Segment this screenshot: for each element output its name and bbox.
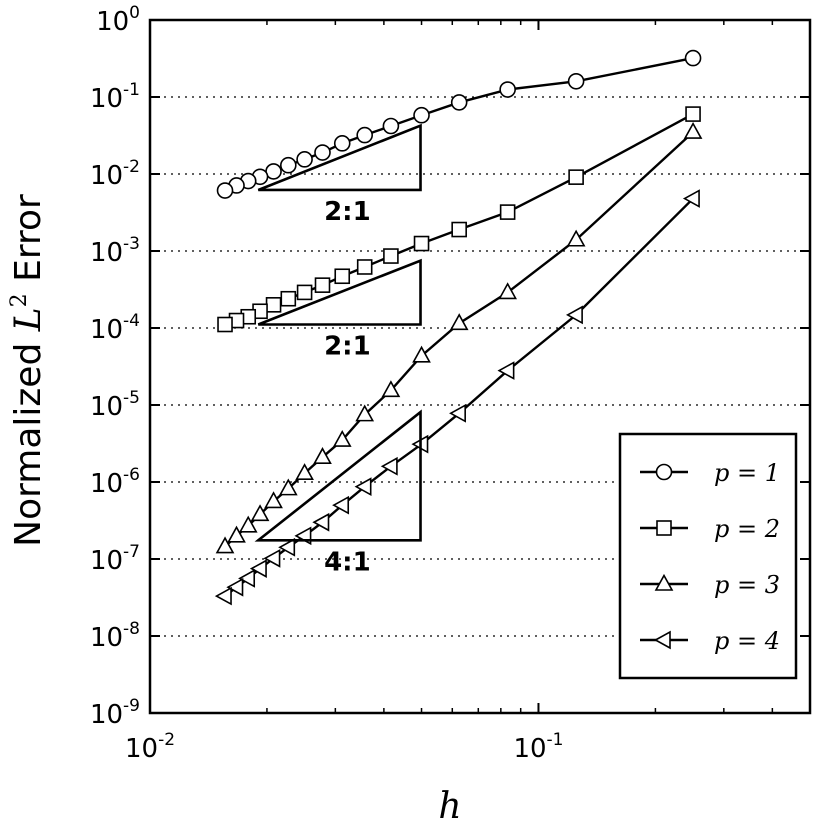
y-axis-label: Normalized L2 Error [7,194,49,547]
point-p2-1 [568,169,584,185]
point-p3-0 [683,121,703,139]
point-p1-6 [356,126,373,144]
point-p2-7 [334,268,351,285]
point-p1-8 [314,144,331,161]
x-tick-label-1: 10-1 [513,730,563,764]
point-p1-7 [333,135,351,152]
point-p4-6 [354,477,372,497]
point-p2-15 [217,316,233,333]
point-p1-5 [382,117,400,135]
y-tick-label-2: 10-2 [90,157,140,191]
series-p3 [215,121,703,554]
x-tick-label-0: 10-2 [125,730,175,764]
point-p4-1 [565,305,583,325]
y-tick-label-3: 10-3 [90,234,140,268]
y-tick-label-1: 10-1 [90,80,140,114]
y-tick-label-8: 10-8 [90,619,140,653]
point-p4-8 [312,512,330,532]
series-p2 [217,106,701,333]
point-p3-15 [215,536,235,554]
point-p4-10 [278,537,296,557]
point-p3-9 [295,463,314,481]
legend-label-p3: p = 3 [714,571,780,599]
series-p1 [216,49,702,199]
axis-ticks: 10010-110-210-310-410-510-610-710-810-91… [90,3,811,764]
legend-item-p4: p = 4 [640,627,780,655]
slope-label-1: 2:1 [324,332,371,362]
point-p2-8 [314,277,331,293]
point-p4-0 [682,189,700,208]
y-tick-label-5: 10-5 [90,388,140,422]
legend-label-p4: p = 4 [714,627,780,655]
slope-triangles: 2:1 2:1 4:1 [254,123,422,577]
point-p2-0 [685,106,701,122]
point-p2-5 [383,248,399,264]
y-tick-label-4: 10-4 [90,311,140,345]
point-p3-7 [332,429,352,447]
point-p3-11 [264,491,283,509]
point-p3-1 [566,229,586,247]
point-p1-2 [499,81,516,98]
point-p3-5 [381,380,401,398]
point-p4-15 [214,586,232,606]
point-p3-8 [313,447,332,464]
legend-marker-p3 [654,573,674,591]
series-line-p1 [224,56,694,192]
slope-triangle-1 [257,258,422,326]
point-p4-2 [497,361,515,380]
slope-triangle-2 [254,409,422,542]
point-p4-11 [263,548,281,568]
point-p3-13 [238,515,258,533]
point-p4-3 [449,403,466,423]
point-p3-6 [355,404,375,422]
point-p2-3 [451,221,467,238]
point-p2-11 [265,297,282,313]
legend-marker-p2 [656,520,672,536]
point-p1-1 [567,72,585,90]
legend-marker-p4 [653,630,671,650]
legend-label-p1: p = 1 [714,459,780,487]
point-p3-3 [449,313,469,331]
legend-item-p3: p = 3 [640,571,780,599]
point-p3-14 [227,525,246,543]
point-p3-10 [278,478,298,496]
point-p1-10 [280,156,297,174]
point-p2-10 [280,290,297,307]
point-p1-0 [684,49,702,67]
y-tick-label-6: 10-6 [90,465,140,499]
point-p2-9 [296,284,313,301]
point-p1-9 [296,151,313,168]
point-p3-2 [498,282,517,300]
point-p1-4 [413,106,430,124]
slope-label-0: 2:1 [324,197,371,227]
point-p2-2 [499,204,516,220]
point-p2-6 [356,259,373,275]
point-p4-13 [238,569,256,588]
legend-item-p1: p = 1 [640,459,780,487]
point-p4-12 [249,559,267,578]
point-p1-15 [216,182,234,199]
y-tick-label-9: 10-9 [90,696,140,730]
point-p3-4 [412,345,431,363]
point-p4-5 [380,456,398,476]
point-p4-7 [332,495,350,515]
point-p1-3 [450,94,468,111]
point-p2-4 [413,235,430,252]
point-p3-12 [250,504,270,522]
legend-item-p2: p = 2 [640,515,780,543]
y-tick-label-7: 10-7 [90,542,140,576]
x-axis-label: h [438,786,461,827]
legend-box [618,432,798,680]
axis-labels: h Normalized L2 Error [7,194,462,827]
plot-frame [148,18,812,715]
point-p4-14 [226,577,244,597]
legend-marker-p1 [655,463,673,481]
slope-triangle-0 [257,123,422,192]
legend: p = 1 p = 2 p = 3 p = 4 [618,432,798,680]
y-tick-label-0: 100 [96,3,140,37]
legend-label-p2: p = 2 [714,515,780,543]
slope-label-2: 4:1 [324,547,371,577]
